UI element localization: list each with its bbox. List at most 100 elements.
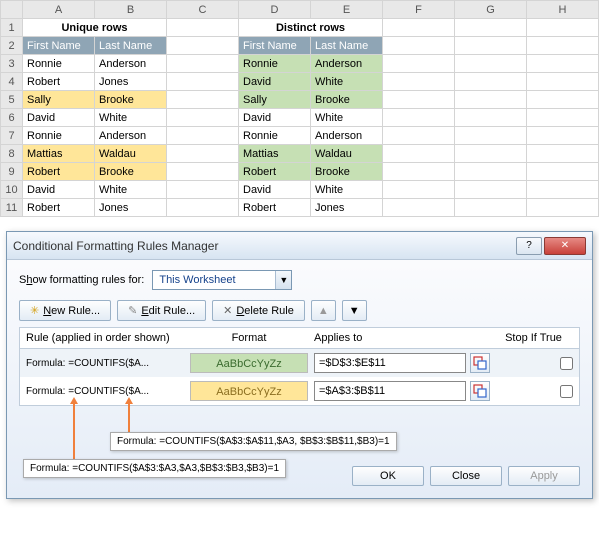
cell[interactable] xyxy=(167,145,239,163)
cell[interactable]: Robert xyxy=(239,163,311,181)
section-title[interactable]: Distinct rows xyxy=(239,19,383,37)
move-down-button[interactable]: ▼ xyxy=(342,300,367,321)
applies-to-input[interactable] xyxy=(314,381,466,401)
cell[interactable]: White xyxy=(311,73,383,91)
cell[interactable]: Robert xyxy=(23,163,95,181)
cell[interactable] xyxy=(527,163,599,181)
cell[interactable] xyxy=(527,109,599,127)
cell[interactable]: David xyxy=(239,73,311,91)
cell[interactable] xyxy=(383,199,455,217)
cell[interactable] xyxy=(167,55,239,73)
row-header[interactable]: 2 xyxy=(1,37,23,55)
edit-rule-button[interactable]: Edit Rule... xyxy=(117,300,206,321)
cell[interactable] xyxy=(455,163,527,181)
close-button[interactable]: Close xyxy=(430,466,502,486)
cell[interactable] xyxy=(383,91,455,109)
cell[interactable] xyxy=(527,91,599,109)
cell[interactable]: David xyxy=(23,181,95,199)
cell[interactable]: Waldau xyxy=(311,145,383,163)
row-header[interactable]: 3 xyxy=(1,55,23,73)
cell[interactable] xyxy=(455,55,527,73)
cell[interactable] xyxy=(167,163,239,181)
row-header[interactable]: 11 xyxy=(1,199,23,217)
col-header[interactable]: G xyxy=(455,1,527,19)
cell[interactable]: Brooke xyxy=(95,91,167,109)
cell[interactable]: Brooke xyxy=(95,163,167,181)
cell[interactable]: Sally xyxy=(239,91,311,109)
move-up-button[interactable]: ▲ xyxy=(311,300,336,321)
row-header[interactable]: 6 xyxy=(1,109,23,127)
cell[interactable] xyxy=(527,73,599,91)
cell[interactable]: Ronnie xyxy=(239,55,311,73)
cell[interactable]: Anderson xyxy=(311,55,383,73)
cell[interactable]: Anderson xyxy=(95,55,167,73)
cell[interactable]: Ronnie xyxy=(239,127,311,145)
cell[interactable]: Mattias xyxy=(23,145,95,163)
row-header[interactable]: 10 xyxy=(1,181,23,199)
cell[interactable] xyxy=(527,145,599,163)
col-header[interactable]: E xyxy=(311,1,383,19)
rule-row[interactable]: Formula: =COUNTIFS($A... AaBbCcYyZz xyxy=(20,377,579,405)
corner-cell[interactable] xyxy=(1,1,23,19)
cell[interactable] xyxy=(383,127,455,145)
cell[interactable]: Mattias xyxy=(239,145,311,163)
table-header[interactable]: Last Name xyxy=(311,37,383,55)
close-x-button[interactable]: ✕ xyxy=(544,237,586,255)
cell[interactable] xyxy=(383,163,455,181)
row-header[interactable]: 5 xyxy=(1,91,23,109)
cell[interactable] xyxy=(455,145,527,163)
apply-button[interactable]: Apply xyxy=(508,466,580,486)
table-header[interactable]: Last Name xyxy=(95,37,167,55)
stop-if-true-checkbox[interactable] xyxy=(560,357,573,370)
cell[interactable]: Jones xyxy=(95,73,167,91)
col-header[interactable]: H xyxy=(527,1,599,19)
cell[interactable]: Jones xyxy=(95,199,167,217)
cell[interactable] xyxy=(167,109,239,127)
cell[interactable]: Anderson xyxy=(95,127,167,145)
cell[interactable] xyxy=(455,181,527,199)
col-header[interactable]: D xyxy=(239,1,311,19)
col-header[interactable]: B xyxy=(95,1,167,19)
row-header[interactable]: 7 xyxy=(1,127,23,145)
scope-dropdown[interactable]: This Worksheet ▼ xyxy=(152,270,292,290)
cell[interactable] xyxy=(167,91,239,109)
cell[interactable]: Robert xyxy=(23,199,95,217)
range-picker-button[interactable] xyxy=(470,381,490,401)
cell[interactable]: Brooke xyxy=(311,91,383,109)
applies-to-input[interactable] xyxy=(314,353,466,373)
cell[interactable] xyxy=(527,127,599,145)
cell[interactable] xyxy=(455,91,527,109)
range-picker-button[interactable] xyxy=(470,353,490,373)
cell[interactable]: Robert xyxy=(23,73,95,91)
cell[interactable] xyxy=(455,109,527,127)
cell[interactable]: Sally xyxy=(23,91,95,109)
cell[interactable] xyxy=(455,127,527,145)
cell[interactable] xyxy=(167,181,239,199)
cell[interactable] xyxy=(167,199,239,217)
dialog-titlebar[interactable]: Conditional Formatting Rules Manager ? ✕ xyxy=(7,232,592,260)
row-header[interactable]: 9 xyxy=(1,163,23,181)
row-header[interactable]: 8 xyxy=(1,145,23,163)
help-button[interactable]: ? xyxy=(516,237,542,255)
section-title[interactable]: Unique rows xyxy=(23,19,167,37)
cell[interactable] xyxy=(383,109,455,127)
cell[interactable]: Ronnie xyxy=(23,127,95,145)
row-header[interactable]: 1 xyxy=(1,19,23,37)
cell[interactable] xyxy=(383,145,455,163)
cell[interactable] xyxy=(167,73,239,91)
cell[interactable] xyxy=(383,73,455,91)
cell[interactable]: Jones xyxy=(311,199,383,217)
cell[interactable] xyxy=(527,181,599,199)
cell[interactable] xyxy=(455,73,527,91)
rule-row[interactable]: Formula: =COUNTIFS($A... AaBbCcYyZz xyxy=(20,349,579,377)
col-header[interactable]: A xyxy=(23,1,95,19)
cell[interactable]: David xyxy=(239,181,311,199)
row-header[interactable]: 4 xyxy=(1,73,23,91)
cell[interactable]: Ronnie xyxy=(23,55,95,73)
cell[interactable] xyxy=(527,55,599,73)
cell[interactable]: White xyxy=(311,109,383,127)
cell[interactable] xyxy=(455,199,527,217)
cell[interactable]: David xyxy=(23,109,95,127)
spreadsheet-grid[interactable]: A B C D E F G H 1Unique rowsDistinct row… xyxy=(0,0,599,217)
cell[interactable]: David xyxy=(239,109,311,127)
